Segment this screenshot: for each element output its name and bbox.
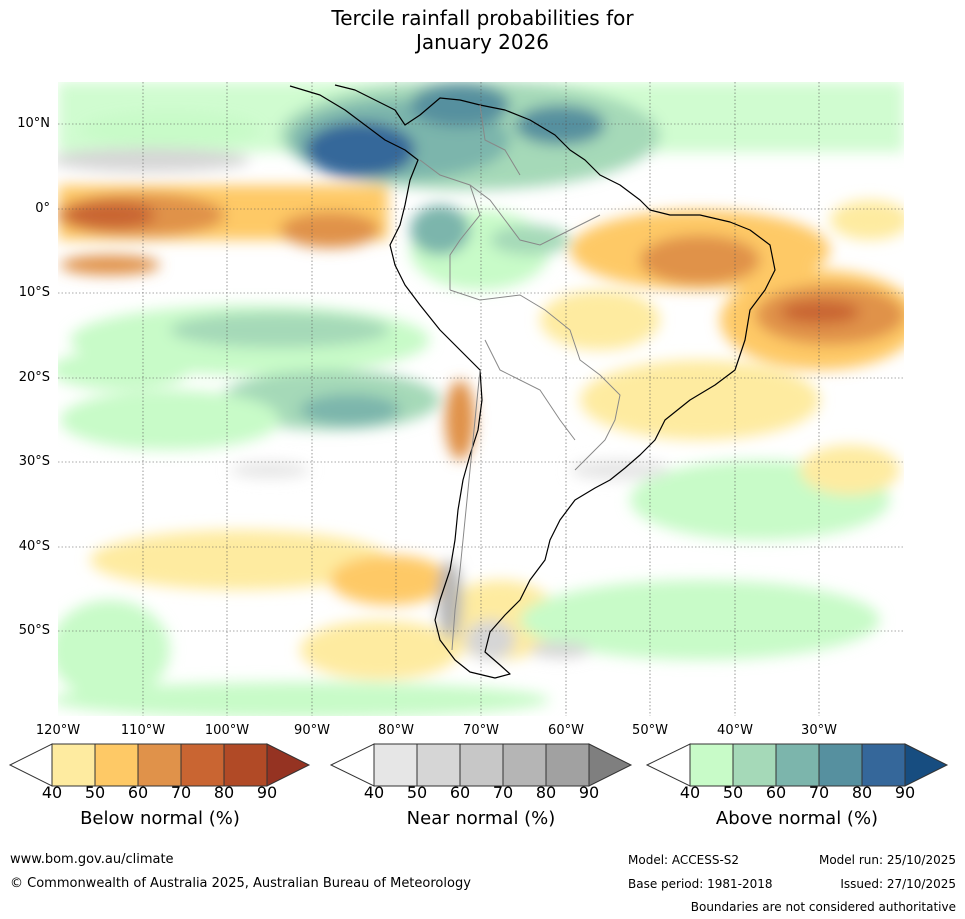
cb1-tick-60: 60	[127, 783, 149, 802]
colorbar-above-normal	[645, 743, 949, 787]
cb2-tick-80: 80	[535, 783, 557, 802]
footer-copyright: © Commonwealth of Australia 2025, Austra…	[10, 876, 471, 891]
colorbar-below-normal	[8, 743, 311, 787]
footer-base-period: Base period: 1981-2018	[628, 877, 773, 891]
cb2-tick-50: 50	[406, 783, 428, 802]
lon-label-80w: 80°W	[378, 723, 414, 738]
cb2-tick-90: 90	[578, 783, 600, 802]
lon-label-100w: 100°W	[204, 723, 250, 738]
cb1-tick-50: 50	[84, 783, 106, 802]
lat-label-20s: 20°S	[18, 370, 50, 385]
cb3-seg5	[861, 743, 906, 787]
lat-label-10s: 10°S	[18, 285, 50, 300]
cb2-over	[588, 743, 633, 787]
cb3-tick-60: 60	[765, 783, 787, 802]
cb2-seg2	[416, 743, 461, 787]
cb3-seg4	[818, 743, 863, 787]
lat-label-30s: 30°S	[18, 454, 50, 469]
cb3-tick-50: 50	[722, 783, 744, 802]
lat-label-40s: 40°S	[18, 539, 50, 554]
cb1-tick-70: 70	[170, 783, 192, 802]
cb2-tick-60: 60	[449, 783, 471, 802]
lon-label-30w: 30°W	[801, 723, 837, 738]
footer-disclaimer: Boundaries are not considered authoritat…	[690, 900, 956, 914]
cb3-tick-80: 80	[851, 783, 873, 802]
footer-model: Model: ACCESS-S2	[628, 853, 740, 867]
footer-website: www.bom.gov.au/climate	[10, 852, 174, 867]
cb2-tick-70: 70	[492, 783, 514, 802]
lon-label-50w: 50°W	[632, 723, 668, 738]
cb3-tick-70: 70	[808, 783, 830, 802]
cb1-seg5	[223, 743, 268, 787]
cb2-under	[329, 743, 375, 787]
lat-label-10n: 10°N	[17, 116, 50, 131]
cb1-seg4	[180, 743, 225, 787]
cb3-under	[645, 743, 691, 787]
cb2-seg4	[502, 743, 547, 787]
map-title-line1: Tercile rainfall probabilities for	[331, 6, 634, 30]
cb1-over	[266, 743, 311, 787]
cb1-seg3	[137, 743, 182, 787]
cb1-tick-90: 90	[256, 783, 278, 802]
cb2-title: Near normal (%)	[406, 808, 556, 829]
cb1-seg2	[94, 743, 139, 787]
country-borders	[419, 104, 621, 651]
cb3-title: Above normal (%)	[715, 808, 879, 829]
footer-model-run: Model run: 25/10/2025	[818, 853, 956, 867]
colorbar-near-normal	[329, 743, 633, 787]
cb2-tick-40: 40	[363, 783, 385, 802]
cb1-tick-80: 80	[213, 783, 235, 802]
lon-label-110w: 110°W	[120, 723, 166, 738]
lat-label-50s: 50°S	[18, 623, 50, 638]
cb2-seg5	[545, 743, 590, 787]
footer-issued: Issued: 27/10/2025	[840, 877, 956, 891]
lat-label-0: 0°	[35, 201, 50, 216]
cb1-title: Below normal (%)	[80, 808, 240, 829]
lon-label-70w: 70°W	[463, 723, 499, 738]
cb1-under	[8, 743, 53, 787]
cb2-seg1	[373, 743, 418, 787]
map-title-line2: January 2026	[415, 30, 550, 54]
cb3-tick-90: 90	[894, 783, 916, 802]
lon-label-40w: 40°W	[717, 723, 753, 738]
cb3-seg3	[775, 743, 820, 787]
lon-label-90w: 90°W	[294, 723, 330, 738]
cb3-seg1	[689, 743, 734, 787]
cb1-seg1	[51, 743, 96, 787]
cb1-tick-40: 40	[41, 783, 63, 802]
south-america-coastline	[289, 84, 776, 679]
cb3-seg2	[732, 743, 777, 787]
cb2-seg3	[459, 743, 504, 787]
lon-label-60w: 60°W	[548, 723, 584, 738]
cb3-over	[904, 743, 949, 787]
lon-label-120w: 120°W	[35, 723, 81, 738]
cb3-tick-40: 40	[679, 783, 701, 802]
graticule	[58, 82, 904, 716]
